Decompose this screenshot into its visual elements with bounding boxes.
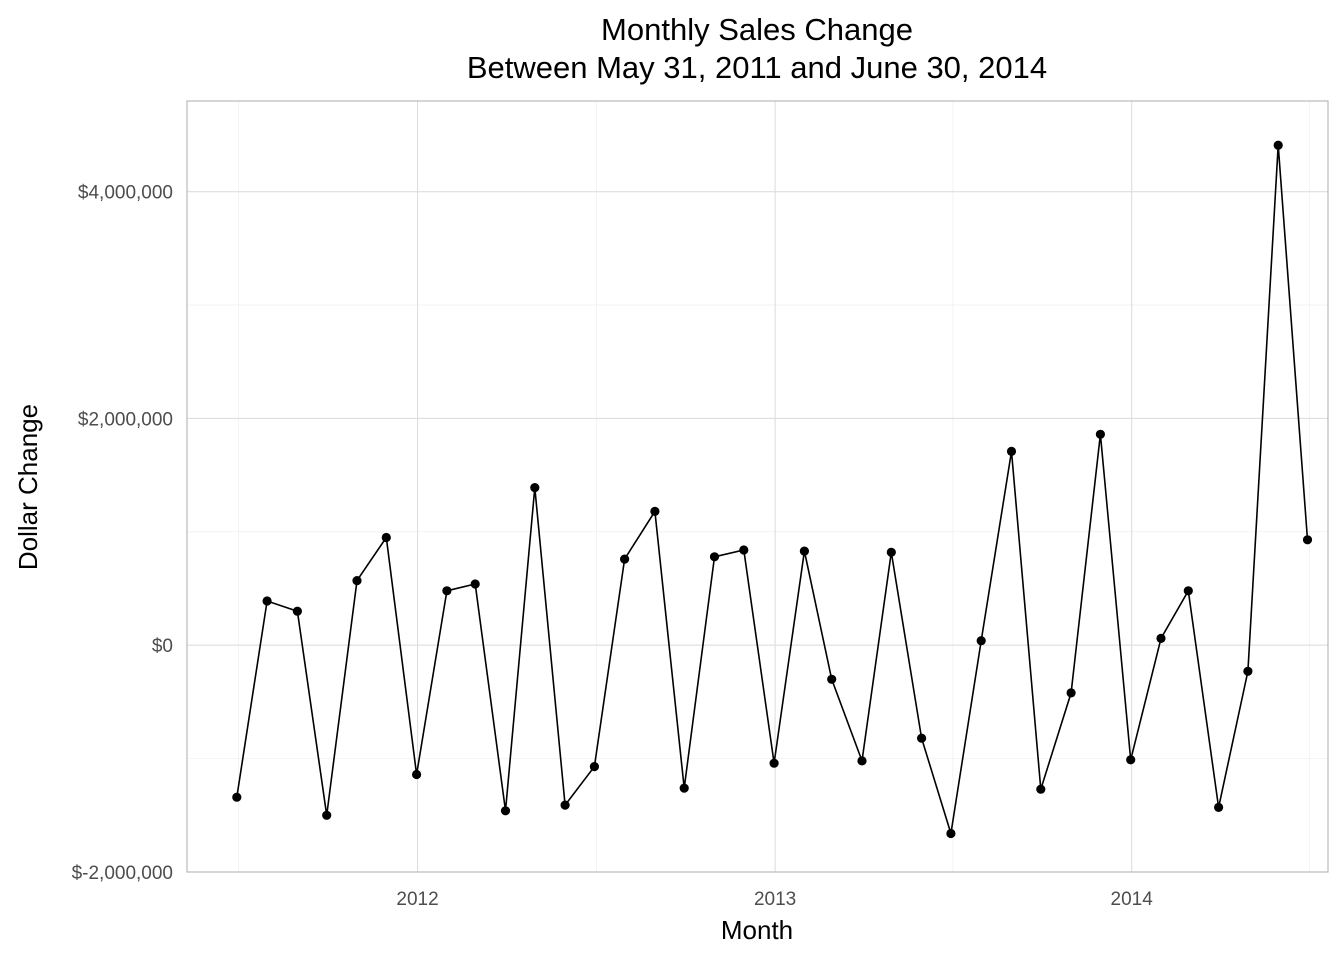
y-tick-label: $0 (152, 636, 173, 657)
data-point (1066, 688, 1076, 698)
data-point (799, 546, 810, 556)
data-point (650, 506, 660, 516)
data-point (500, 806, 511, 816)
grid-lines (187, 101, 1328, 873)
data-point (530, 483, 540, 493)
data-point (1036, 784, 1046, 794)
data-point (292, 606, 302, 616)
x-tick-label: 2012 (396, 889, 438, 910)
x-tick-label: 2014 (1111, 889, 1154, 910)
data-point (589, 762, 600, 772)
data-point (917, 733, 927, 743)
data-point (232, 792, 242, 802)
data-point (262, 596, 272, 606)
data-point (620, 554, 630, 564)
data-point (1183, 586, 1193, 596)
y-axis-title: Dollar Change (13, 404, 43, 570)
plot-panel-border (186, 100, 1329, 873)
data-point (352, 576, 362, 586)
data-point (1006, 446, 1017, 456)
data-point (1273, 140, 1283, 150)
data-point (442, 586, 452, 596)
chart-title: Monthly Sales Change (601, 12, 913, 47)
y-axis-ticks: $-2,000,000 $0 $2,000,000 $4,000,000 (72, 183, 173, 884)
data-point (1156, 633, 1166, 644)
data-point (322, 810, 332, 820)
data-point (976, 636, 986, 646)
data-point (470, 579, 480, 589)
x-axis-title: Month (721, 915, 793, 945)
data-point (1243, 666, 1253, 676)
data-point (1126, 755, 1136, 765)
data-point (679, 783, 689, 793)
data-point (381, 532, 391, 543)
data-point (560, 800, 570, 810)
data-point (1095, 429, 1105, 439)
data-point (886, 547, 896, 557)
x-axis-ticks: 2012 2013 2014 (396, 889, 1153, 910)
y-tick-label: $-2,000,000 (72, 863, 173, 884)
y-tick-label: $2,000,000 (78, 409, 173, 430)
series-line (236, 145, 1309, 834)
data-point (857, 756, 867, 766)
series-layer (232, 140, 1313, 839)
data-point (709, 552, 720, 562)
data-point (1302, 535, 1313, 545)
data-point (827, 674, 837, 684)
data-point (739, 545, 749, 555)
data-point (946, 828, 956, 839)
data-point (412, 769, 422, 780)
chart-subtitle: Between May 31, 2011 and June 30, 2014 (467, 50, 1047, 85)
x-tick-label: 2013 (754, 889, 796, 910)
y-tick-label: $4,000,000 (78, 183, 173, 204)
data-point (769, 758, 779, 768)
data-point (1214, 802, 1224, 813)
